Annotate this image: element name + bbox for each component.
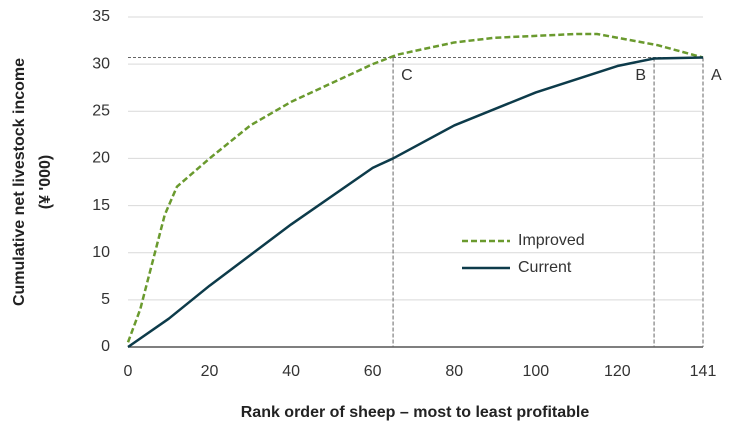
y-tick-label: 35 xyxy=(92,8,110,25)
x-axis-title: Rank order of sheep – most to least prof… xyxy=(241,404,590,421)
x-tick-label: 141 xyxy=(690,363,717,380)
y-tick-label: 20 xyxy=(92,150,110,167)
y-axis-title: Cumulative net livestock income (¥ '000) xyxy=(11,58,54,306)
y-tick-label: 5 xyxy=(101,291,110,308)
reference-label: B xyxy=(635,67,646,84)
legend-label: Improved xyxy=(518,232,585,249)
x-tick-label: 80 xyxy=(445,363,463,380)
x-tick-label: 60 xyxy=(364,363,382,380)
y-tick-label: 25 xyxy=(92,103,110,120)
x-tick-label: 40 xyxy=(282,363,300,380)
y-tick-label: 10 xyxy=(92,244,110,261)
x-tick-label: 120 xyxy=(604,363,631,380)
reference-label: A xyxy=(711,67,722,84)
reference-label: C xyxy=(401,67,413,84)
series-line xyxy=(127,56,704,349)
y-tick-label: 0 xyxy=(101,338,110,355)
x-tick-label: 20 xyxy=(201,363,219,380)
y-axis-title-line: (¥ '000) xyxy=(37,155,54,210)
series-line xyxy=(126,32,704,343)
y-axis-title-line: Cumulative net livestock income xyxy=(11,58,28,306)
x-tick-label: 0 xyxy=(124,363,133,380)
y-tick-label: 15 xyxy=(92,197,110,214)
x-tick-label: 100 xyxy=(522,363,549,380)
y-tick-label: 30 xyxy=(92,55,110,72)
legend-label: Current xyxy=(518,259,572,276)
